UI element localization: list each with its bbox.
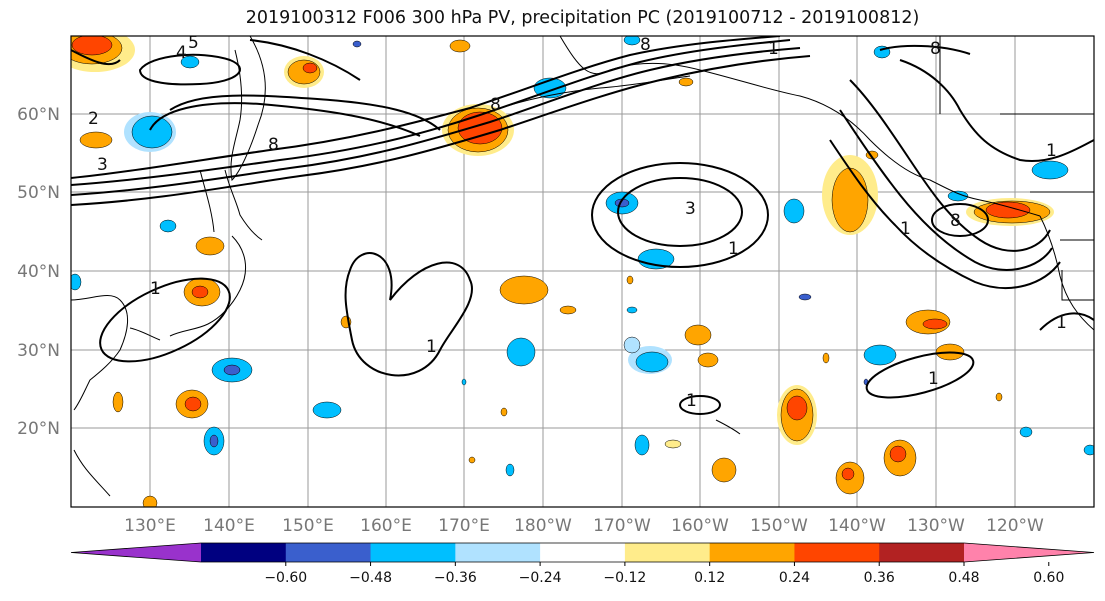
colorbar-bin (455, 543, 541, 562)
colorbar-tick-label: −0.24 (519, 570, 562, 586)
contour-label: 1 (768, 39, 779, 59)
lon-label: 150°W (750, 516, 808, 536)
colorbar-tick-label: 0.24 (779, 570, 810, 586)
pv-contours (71, 36, 1094, 415)
contour-label: 1 (1046, 141, 1057, 161)
contour-labels: 4 5 3 2 8 8 8 1 3 1 1 1 1 1 1 1 8 8 1 (88, 33, 1067, 411)
colorbar-outline (70, 542, 1095, 563)
contour-label: 5 (188, 33, 199, 53)
lon-label: 140°E (203, 516, 255, 536)
lat-label-40n: 40°N (17, 262, 60, 282)
contour-label: 2 (88, 109, 99, 129)
latitude-labels: 60°N 50°N 40°N 30°N 20°N (17, 105, 60, 439)
contour-label: 3 (685, 199, 696, 219)
contour-label: 1 (426, 337, 437, 357)
lon-label: 130°E (124, 516, 176, 536)
lon-label: 170°E (438, 516, 490, 536)
contour-label: 8 (268, 135, 279, 155)
colorbar-tick-label: 0.36 (864, 570, 895, 586)
lon-label: 160°E (360, 516, 412, 536)
map-frame (70, 35, 1095, 508)
colorbar-tick-label: 0.12 (694, 570, 725, 586)
colorbar-bin (794, 543, 880, 562)
contour-label: 3 (97, 155, 108, 175)
map-title: 2019100312 F006 300 hPa PV, precipitatio… (245, 8, 920, 28)
colorbar-bin (540, 543, 626, 562)
lon-label: 120°W (986, 516, 1044, 536)
lon-label: 170°W (593, 516, 651, 536)
contour-label: 8 (950, 211, 961, 231)
colorbar-bin (709, 543, 795, 562)
colorbar-bin (370, 543, 456, 562)
colorbar-tick-label: −0.48 (349, 570, 392, 586)
contour-label: 8 (930, 39, 941, 59)
longitude-labels: 130°E 140°E 150°E 160°E 170°E 180°W 170°… (124, 516, 1044, 536)
contour-label: 1 (728, 239, 739, 259)
colorbar-tick-label: −0.36 (434, 570, 477, 586)
colorbar-tick-label: −0.12 (603, 570, 646, 586)
contour-label: 8 (640, 35, 651, 55)
contour-label: 8 (490, 95, 501, 115)
colorbar-extend-low (71, 543, 201, 562)
map-content: 4 5 3 2 8 8 8 1 3 1 1 1 1 1 1 1 8 8 1 (71, 33, 1094, 507)
colorbar-bin (201, 543, 287, 562)
colorbar-bin (285, 543, 372, 562)
colorbar-bin (879, 543, 965, 562)
lat-label-30n: 30°N (17, 341, 60, 361)
colorbar (70, 542, 1095, 566)
lon-label: 180°W (514, 516, 572, 536)
colorbar-tick-label: 0.60 (1033, 570, 1064, 586)
lat-label-60n: 60°N (17, 105, 60, 125)
lon-label: 140°W (828, 516, 886, 536)
precipitation-shading (71, 36, 1094, 507)
lon-label: 130°W (907, 516, 965, 536)
contour-label: 1 (150, 279, 161, 299)
lat-label-20n: 20°N (17, 419, 60, 439)
colorbar-tick-labels: −0.60 −0.48 −0.36 −0.24 −0.12 0.12 0.24 0.36 0.4… (264, 570, 1064, 586)
contour-label: 1 (928, 369, 939, 389)
lon-label: 150°E (282, 516, 334, 536)
contour-label: 1 (686, 391, 697, 411)
contour-label: 1 (1056, 313, 1067, 333)
colorbar-bin (624, 543, 711, 562)
colorbar-extend-high (964, 543, 1094, 562)
colorbar-tick-label: 0.48 (948, 570, 979, 586)
lat-label-50n: 50°N (17, 183, 60, 203)
contour-label: 1 (900, 219, 911, 239)
contour-label: 4 (176, 43, 187, 63)
lon-label: 160°W (671, 516, 729, 536)
colorbar-tick-label: −0.60 (264, 570, 307, 586)
